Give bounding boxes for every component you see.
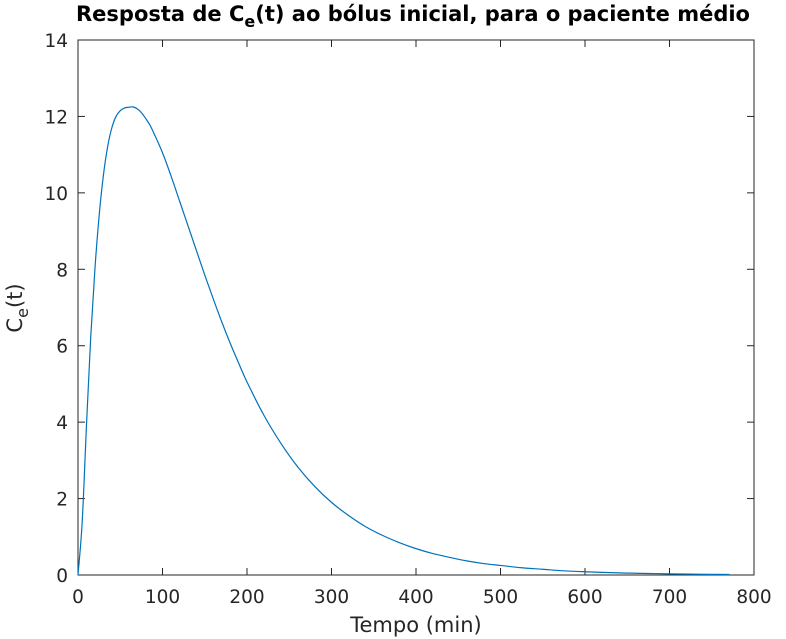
y-tick-label: 2 [56, 490, 68, 511]
x-tick-label: 400 [398, 587, 433, 608]
x-tick-label: 600 [567, 587, 602, 608]
y-tick-label: 8 [56, 260, 68, 281]
series-line [77, 106, 730, 576]
x-tick-label: 700 [652, 587, 687, 608]
x-tick-label: 0 [72, 587, 84, 608]
y-tick-label: 4 [56, 413, 68, 434]
y-tick-label: 14 [44, 31, 68, 52]
y-tick-label: 12 [44, 107, 68, 128]
x-tick-label: 100 [145, 587, 180, 608]
chart-title: Resposta de Ce(t) ao bólus inicial, para… [76, 2, 750, 31]
y-axis: 0 2 4 6 8 10 12 14 [44, 31, 754, 587]
x-axis-label: Tempo (min) [349, 613, 481, 637]
y-axis-label: Ce(t) [3, 283, 32, 332]
x-tick-label: 500 [483, 587, 518, 608]
x-axis: 0 100 200 300 400 500 600 700 800 [72, 40, 772, 608]
x-tick-label: 800 [736, 587, 771, 608]
plot-area [77, 39, 755, 576]
y-tick-label: 6 [56, 337, 68, 358]
y-tick-label: 0 [56, 566, 68, 587]
x-tick-label: 200 [229, 587, 264, 608]
x-tick-label: 300 [314, 587, 349, 608]
y-tick-label: 10 [44, 184, 68, 205]
